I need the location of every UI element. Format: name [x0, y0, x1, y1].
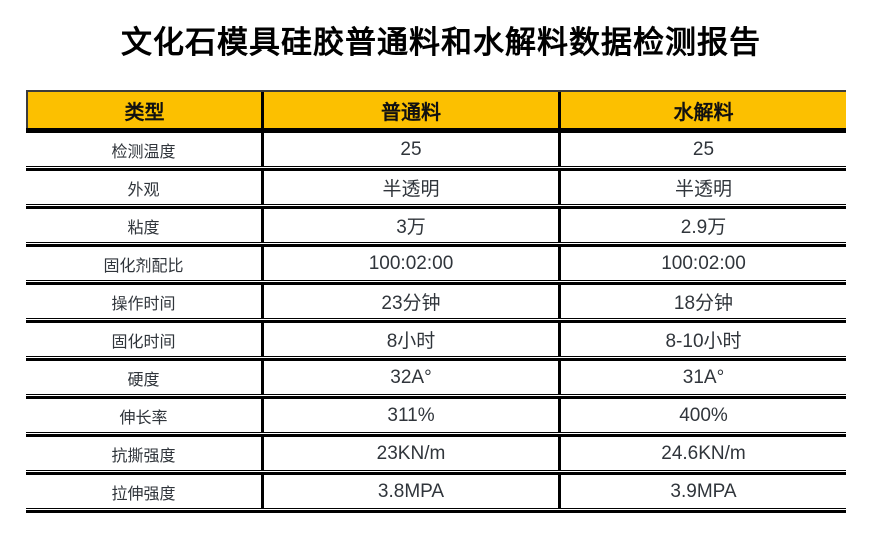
header-cell-ordinary: 普通料: [261, 92, 558, 128]
ordinary-value: 25: [261, 133, 558, 166]
ordinary-value: 3万: [261, 209, 558, 242]
row-label: 粘度: [127, 219, 160, 237]
row-divider: [26, 356, 846, 361]
ordinary-value: 3.8MPA: [261, 475, 558, 508]
row-label: 硬度: [127, 371, 160, 389]
row-divider: [26, 242, 846, 247]
ordinary-value: 8小时: [261, 323, 558, 356]
table-row: 粘度 3万 2.9万: [26, 209, 846, 242]
hydrolyzed-value: 8-10小时: [558, 323, 846, 356]
ordinary-value: 23分钟: [261, 285, 558, 318]
row-divider: [26, 470, 846, 475]
row-divider: [26, 204, 846, 209]
table-row: 拉伸强度 3.8MPA 3.9MPA: [26, 475, 846, 508]
row-label: 检测温度: [111, 143, 176, 161]
header-divider: [26, 128, 846, 133]
row-label: 外观: [127, 181, 160, 199]
hydrolyzed-value: 2.9万: [558, 209, 846, 242]
row-label: 固化剂配比: [103, 257, 184, 275]
row-label: 抗撕强度: [111, 447, 176, 465]
ordinary-value: 半透明: [261, 171, 558, 204]
ordinary-value: 23KN/m: [261, 437, 558, 470]
header-cell-type: 类型: [124, 101, 165, 124]
table-header-row: 类型 普通料 水解料: [26, 90, 846, 128]
table-row: 检测温度 25 25: [26, 133, 846, 166]
hydrolyzed-value: 半透明: [558, 171, 846, 204]
table-row: 固化剂配比 100:02:00 100:02:00: [26, 247, 846, 280]
row-divider: [26, 280, 846, 285]
ordinary-value: 311%: [261, 399, 558, 432]
hydrolyzed-value: 31A°: [558, 361, 846, 394]
header-cell-hydrolyzed: 水解料: [558, 92, 846, 128]
hydrolyzed-value: 18分钟: [558, 285, 846, 318]
row-label: 固化时间: [111, 333, 176, 351]
row-label: 操作时间: [111, 295, 176, 313]
table-bottom-border: [26, 508, 846, 513]
ordinary-value: 100:02:00: [261, 247, 558, 280]
row-divider: [26, 318, 846, 323]
row-divider: [26, 432, 846, 437]
hydrolyzed-value: 100:02:00: [558, 247, 846, 280]
hydrolyzed-value: 24.6KN/m: [558, 437, 846, 470]
hydrolyzed-value: 400%: [558, 399, 846, 432]
table-row: 固化时间 8小时 8-10小时: [26, 323, 846, 356]
row-divider: [26, 394, 846, 399]
table-row: 操作时间 23分钟 18分钟: [26, 285, 846, 318]
table-row: 伸长率 311% 400%: [26, 399, 846, 432]
hydrolyzed-value: 3.9MPA: [558, 475, 846, 508]
row-label: 拉伸强度: [111, 485, 176, 503]
hydrolyzed-value: 25: [558, 133, 846, 166]
ordinary-value: 32A°: [261, 361, 558, 394]
table-row: 抗撕强度 23KN/m 24.6KN/m: [26, 437, 846, 470]
report-title: 文化石模具硅胶普通料和水解料数据检测报告: [121, 25, 761, 60]
table-row: 硬度 32A° 31A°: [26, 361, 846, 394]
row-label: 伸长率: [119, 409, 168, 427]
table-row: 外观 半透明 半透明: [26, 171, 846, 204]
row-divider: [26, 166, 846, 171]
data-table: 类型 普通料 水解料 检测温度 25 25 外观 半透明 半透明 粘度 3万 2…: [26, 90, 846, 513]
